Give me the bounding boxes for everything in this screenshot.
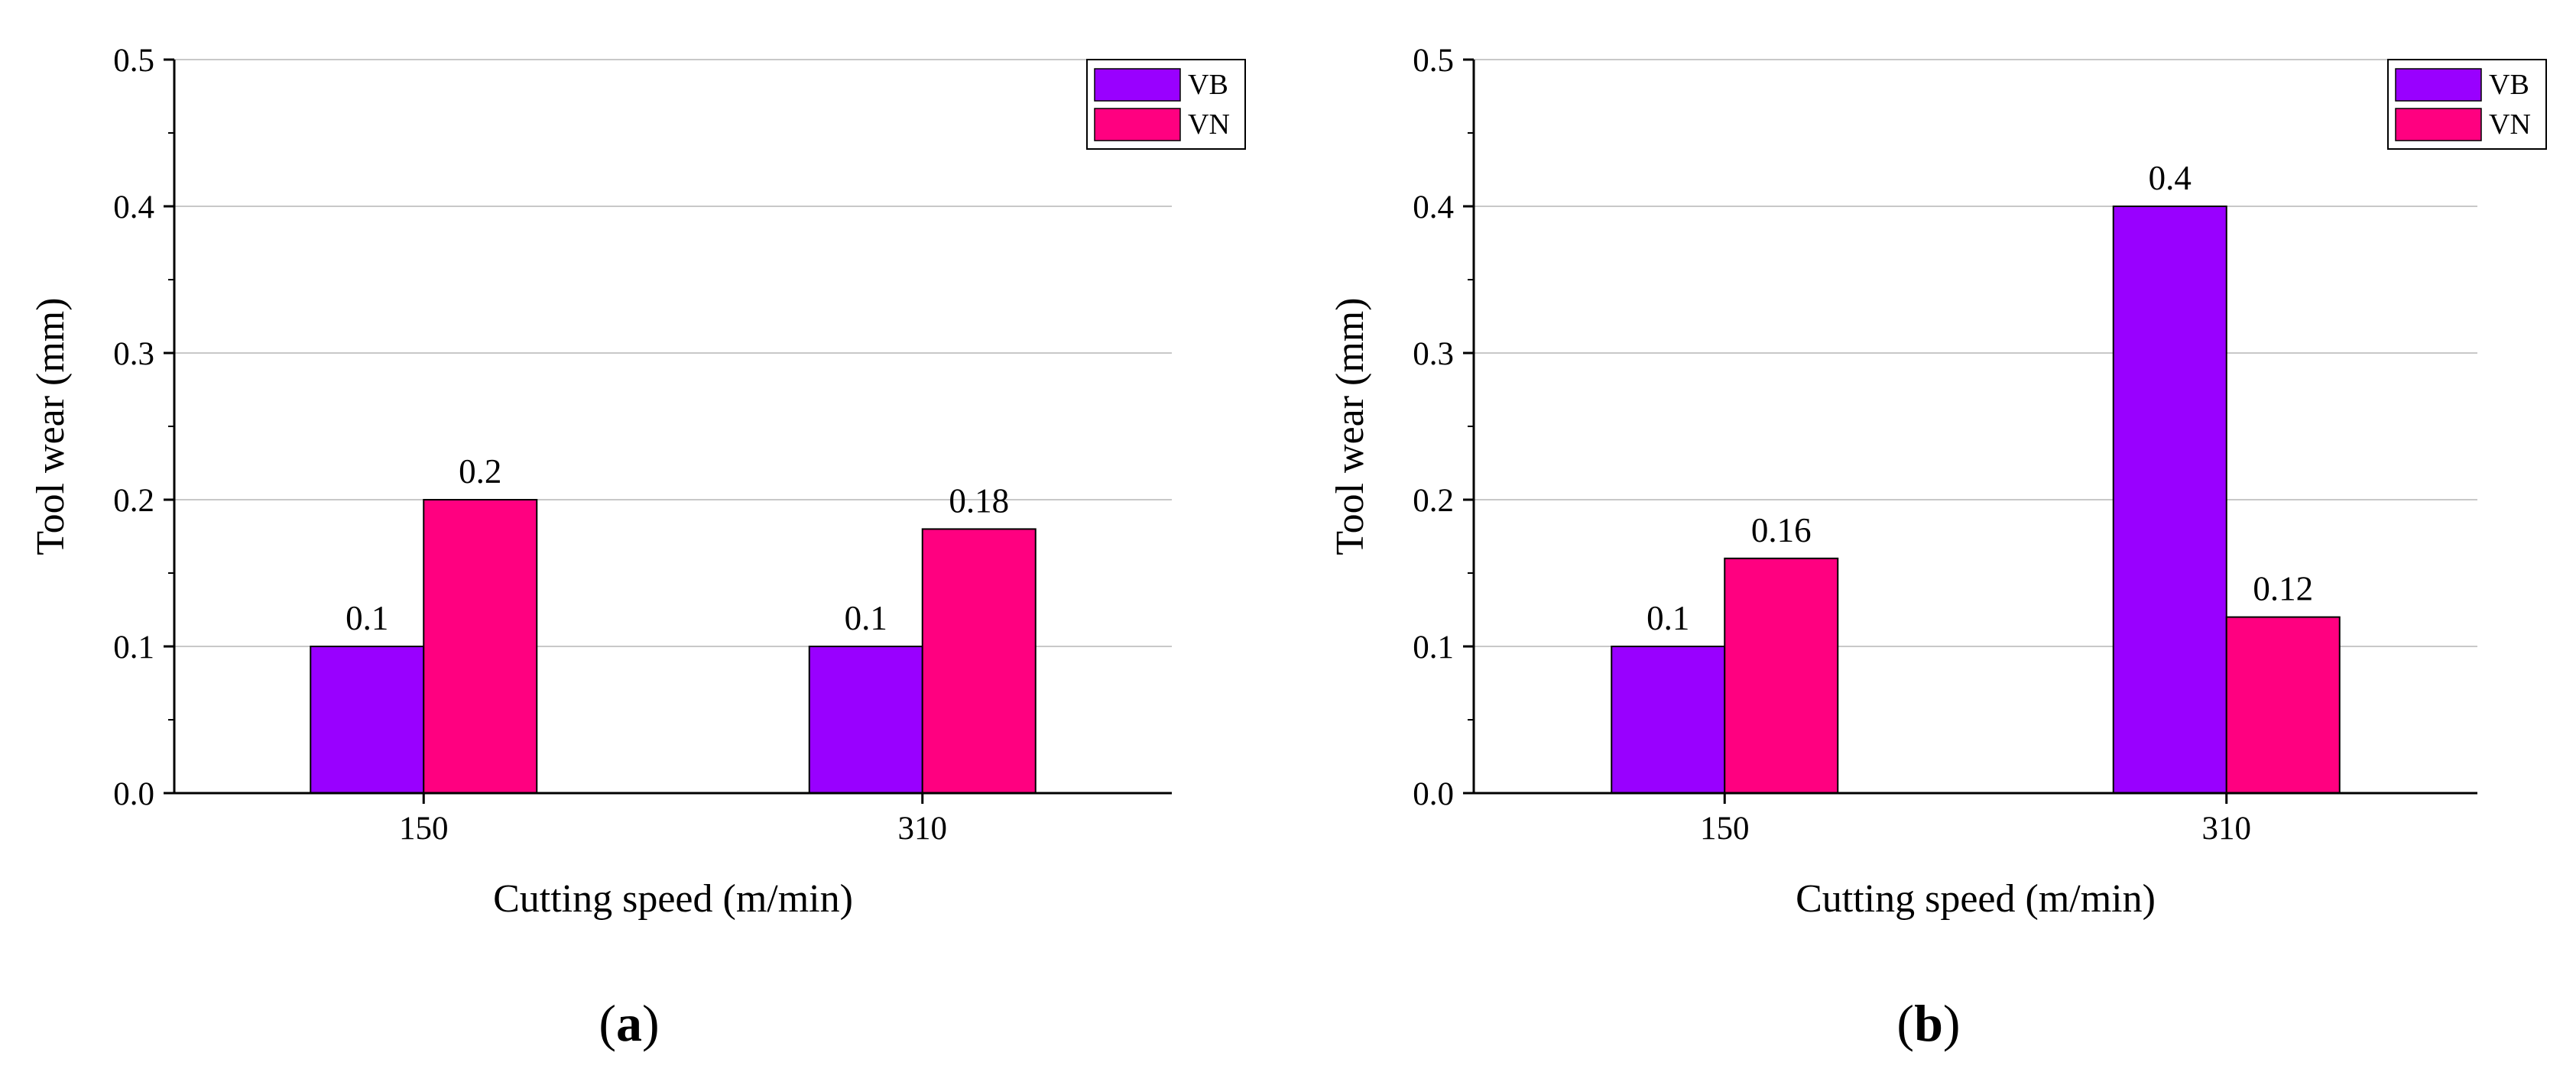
y-tick-label: 0.0 [113,776,154,812]
y-tick-label: 0.2 [1413,483,1454,519]
legend: VB VN [1086,59,1246,150]
data-label-vb-150: 0.1 [1646,599,1689,637]
legend: VB VN [2387,59,2547,150]
y-tick-label: 0.1 [1413,630,1454,666]
panel-caption: (a) [599,994,659,1052]
x-tick-label: 150 [399,811,449,847]
panel-letter: a [616,994,642,1052]
y-tick-label: 0.4 [1413,189,1454,225]
data-label-vn-310: 0.18 [949,481,1009,520]
chart-panel-a: 0.1 0.1 0.2 0.18 0.0 0.1 0.2 0.3 0.4 0.5 150 310 Cut… [29,43,1246,1052]
legend-label-vn: VN [1188,108,1230,141]
legend-swatch-vb [2395,68,2482,102]
data-label-vn-310: 0.12 [2253,570,2313,608]
y-tick-label: 0.3 [1413,336,1454,372]
legend-swatch-vn [1094,108,1181,141]
legend-label-vn: VN [2489,108,2531,141]
x-tick-label: 310 [898,811,948,847]
chart-panel-b: 0.1 0.4 0.16 0.12 0.0 0.1 0.2 0.3 0.4 0.5 150 310 Cu… [1329,43,2547,1052]
y-tick-label: 0.5 [1413,43,1454,79]
y-axis-title: Tool wear (mm) [1329,297,1372,555]
y-tick-label: 0.5 [113,43,154,79]
y-axis-title: Tool wear (mm) [29,297,73,555]
panel-caption: (b) [1896,994,1960,1052]
y-tick-label: 0.0 [1413,776,1454,812]
x-axis-title: Cutting speed (m/min) [493,877,853,921]
legend-label-vb: VB [2489,69,2529,101]
legend-swatch-vn [2395,108,2482,141]
x-tick-label: 310 [2202,811,2252,847]
bar-vb-310 [808,646,923,794]
data-label-vb-150: 0.1 [346,599,388,637]
y-tick-label: 0.1 [113,630,154,666]
legend-swatch-vb [1094,68,1181,102]
data-label-vn-150: 0.16 [1751,511,1812,549]
bar-vn-310 [2225,616,2341,794]
data-label-vb-310: 0.4 [2149,159,2192,197]
bar-vn-310 [921,528,1037,795]
bar-vn-150 [423,499,538,794]
data-label-vb-310: 0.1 [845,599,887,637]
legend-label-vb: VB [1188,69,1228,101]
bar-vb-150 [310,646,425,794]
bar-vb-150 [1611,646,1726,794]
bar-vn-150 [1724,557,1839,794]
y-tick-label: 0.2 [113,483,154,519]
x-axis-title: Cutting speed (m/min) [1796,877,2156,921]
data-label-vn-150: 0.2 [459,452,501,491]
y-tick-label: 0.4 [113,189,154,225]
x-tick-label: 150 [1700,811,1750,847]
panel-letter: b [1914,994,1943,1052]
y-tick-label: 0.3 [113,336,154,372]
gridlines [1474,59,2477,647]
bar-vb-310 [2112,206,2227,794]
